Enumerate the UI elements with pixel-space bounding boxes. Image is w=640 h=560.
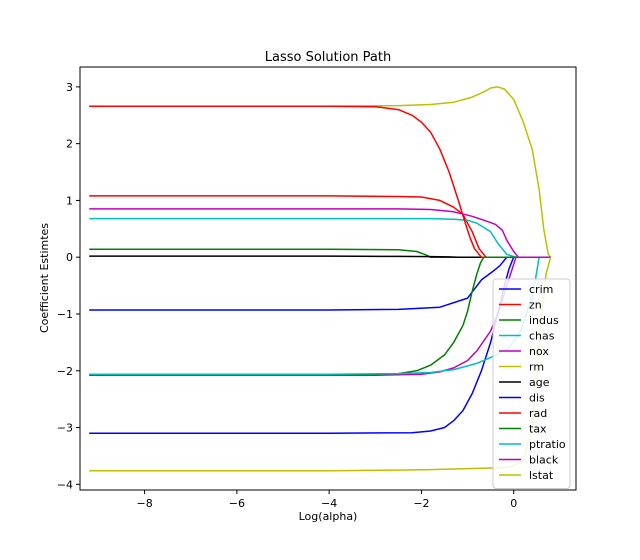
- y-tick-label: 2: [66, 138, 73, 151]
- x-axis-label: Log(alpha): [299, 510, 358, 523]
- x-tick-label: −2: [413, 497, 429, 510]
- legend-box: [492, 278, 571, 489]
- y-tick-label: 3: [66, 81, 73, 94]
- legend-entry-indus: indus: [529, 314, 559, 327]
- series-line-crim: [89, 256, 551, 311]
- series-line-tax: [89, 256, 551, 375]
- series-line-dis: [89, 256, 551, 434]
- x-tick-label: −8: [136, 497, 152, 510]
- legend-entry-chas: chas: [529, 330, 555, 343]
- series-line-nox: [89, 256, 551, 377]
- x-tick-label: 0: [510, 497, 517, 510]
- y-tick-label: 0: [66, 251, 73, 264]
- legend-entry-crim: crim: [529, 283, 553, 296]
- series-line-rm: [89, 86, 552, 258]
- series-line-zn: [89, 195, 551, 258]
- y-tick-label: −1: [57, 308, 73, 321]
- y-tick-label: −3: [57, 422, 73, 435]
- series-line-lstat: [89, 257, 552, 472]
- y-axis-label: Coefficient Estimtes: [38, 223, 51, 333]
- series-line-chas: [89, 217, 551, 258]
- y-tick-label: −2: [57, 365, 73, 378]
- series-line-rad: [89, 105, 551, 258]
- series-line-ptratio: [89, 256, 551, 375]
- legend-entry-rm: rm: [529, 361, 544, 374]
- series-line-black: [89, 208, 551, 258]
- plot-frame: [79, 66, 577, 491]
- legend: crim zn indus chas nox rm age dis rad tax ptratio b…: [492, 278, 571, 489]
- legend-entry-rad: rad: [529, 407, 547, 420]
- legend-entry-dis: dis: [529, 392, 545, 405]
- axes: −8 −6 −4 −2 0 −4 −3 −2 −1 0 1 2 3: [57, 66, 577, 510]
- plot-area: [89, 86, 552, 472]
- x-tick-label: −4: [321, 497, 337, 510]
- series-line-age: [89, 255, 551, 258]
- chart-title: Lasso Solution Path: [265, 50, 392, 65]
- legend-entry-age: age: [529, 376, 550, 389]
- legend-entry-lstat: lstat: [529, 469, 554, 482]
- legend-entry-tax: tax: [529, 423, 547, 436]
- legend-entry-nox: nox: [529, 345, 549, 358]
- y-tick-label: −4: [57, 478, 73, 491]
- legend-entry-ptratio: ptratio: [529, 438, 566, 451]
- y-tick-label: 1: [66, 194, 73, 207]
- x-tick-label: −6: [229, 497, 245, 510]
- legend-entry-black: black: [529, 454, 559, 467]
- legend-entry-zn: zn: [529, 299, 542, 312]
